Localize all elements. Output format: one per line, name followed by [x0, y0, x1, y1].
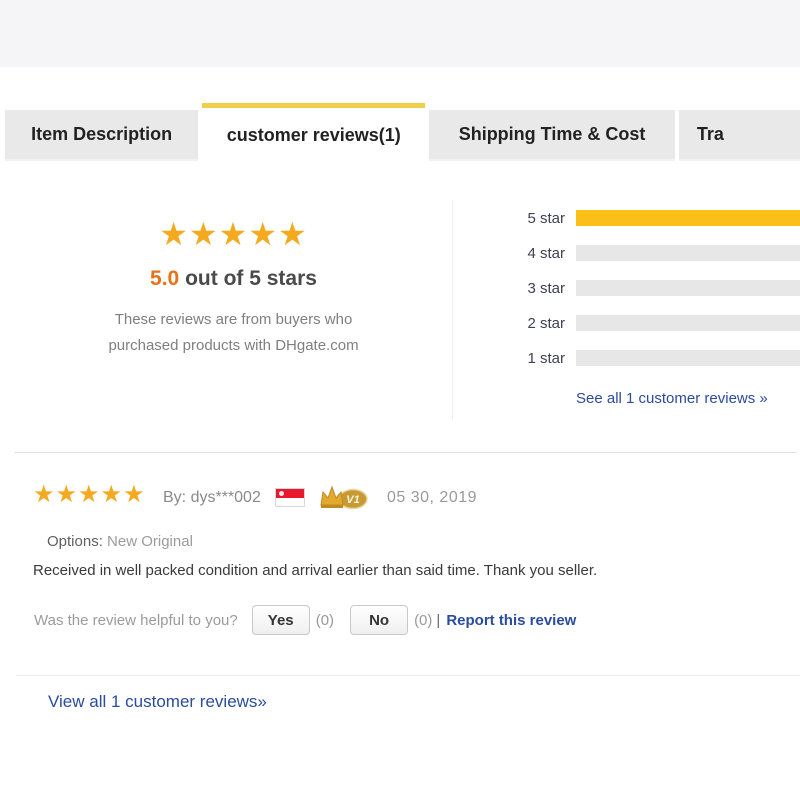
summary-stars-icon: ★★★★★: [159, 216, 308, 252]
singapore-flag-icon: [275, 488, 305, 507]
review-date: 05 30, 2019: [387, 489, 478, 506]
rating-histogram: 5 star 4 star 3 star 2 star 1 star: [495, 210, 800, 385]
review-options: Options: New Original: [47, 533, 193, 550]
view-all-reviews-link[interactable]: View all 1 customer reviews»: [48, 692, 267, 711]
options-label: Options:: [47, 533, 103, 550]
rating-line: 5.0 out of 5 stars: [15, 267, 452, 291]
histogram-bar-2star: [576, 315, 800, 331]
histogram-bar-3star: [576, 280, 800, 296]
vertical-divider: [452, 200, 453, 420]
helpful-question: Was the review helpful to you?: [34, 611, 238, 629]
histogram-label: 1 star: [527, 349, 565, 367]
tab-tracking-clipped[interactable]: Tra: [678, 110, 800, 161]
tab-item-description[interactable]: Item Description: [5, 110, 199, 161]
histogram-label: 5 star: [527, 209, 565, 227]
tab-bar: Item Description customer reviews(1) Shi…: [0, 103, 800, 163]
review-content: Received in well packed condition and ar…: [33, 562, 598, 579]
see-all-reviews-link[interactable]: See all 1 customer reviews »: [576, 390, 768, 407]
helpful-yes-count: (0): [315, 611, 335, 629]
review-stars-icon: ★★★★★: [33, 481, 146, 508]
histogram-row-4star: 4 star: [495, 244, 800, 262]
histogram-label: 4 star: [527, 244, 565, 262]
review-helpful-row: Was the review helpful to you? Yes (0) N…: [34, 604, 576, 636]
summary-caption: These reviews are from buyers who purcha…: [15, 307, 452, 359]
report-review-link[interactable]: Report this review: [446, 611, 577, 629]
flag-red-half: [276, 489, 304, 498]
histogram-bar-1star: [576, 350, 800, 366]
buyer-level-v1-badge-icon: V1: [320, 485, 368, 510]
helpful-no-button[interactable]: No: [350, 605, 409, 635]
page-top-band: [0, 0, 800, 67]
histogram-row-1star: 1 star: [495, 349, 800, 367]
histogram-row-5star: 5 star: [495, 209, 800, 227]
rating-value: 5.0: [150, 267, 180, 290]
review-author: By: dys***002: [163, 489, 261, 506]
section-divider: [14, 452, 797, 453]
summary-caption-line2: purchased products with DHgate.com: [108, 337, 359, 354]
footer-divider: [16, 675, 800, 676]
options-value: New Original: [102, 533, 193, 550]
histogram-row-2star: 2 star: [495, 314, 800, 332]
helpful-yes-button[interactable]: Yes: [251, 605, 310, 635]
summary-caption-line1: These reviews are from buyers who: [114, 311, 353, 328]
svg-text:V1: V1: [346, 494, 359, 506]
tab-customer-reviews[interactable]: customer reviews(1): [202, 103, 426, 163]
histogram-bar-5star: [576, 210, 800, 226]
separator: |: [436, 611, 441, 629]
helpful-no-count: (0): [414, 611, 433, 629]
histogram-row-3star: 3 star: [495, 279, 800, 297]
rating-suffix: out of 5 stars: [179, 267, 317, 290]
tab-shipping-time-cost[interactable]: Shipping Time & Cost: [429, 110, 675, 161]
rating-summary: ★★★★★ 5.0 out of 5 stars These reviews a…: [15, 195, 452, 359]
histogram-bar-4star: [576, 245, 800, 261]
histogram-label: 2 star: [527, 314, 565, 332]
histogram-label: 3 star: [527, 279, 565, 297]
